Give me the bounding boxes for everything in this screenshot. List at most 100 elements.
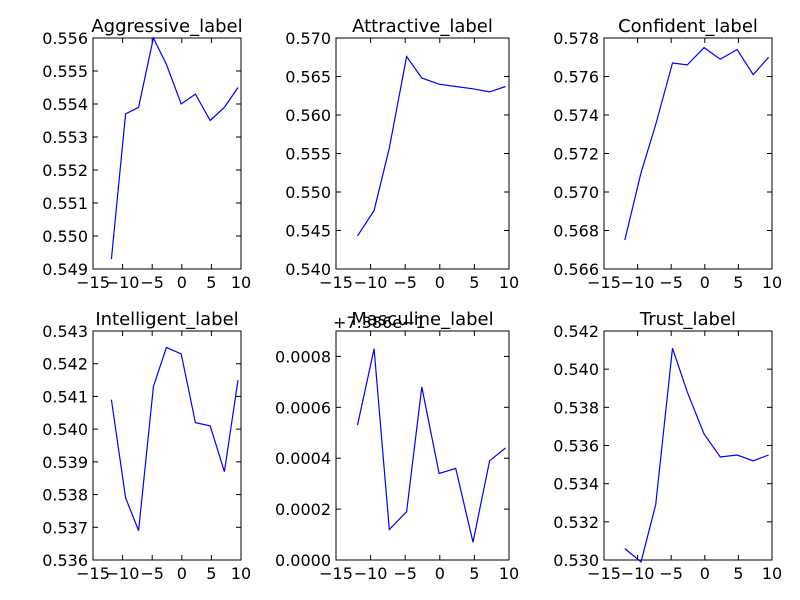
- y-tick-label: 0.572: [553, 145, 599, 164]
- y-tick-label: 0.574: [553, 106, 599, 125]
- y-tick-label: 0.540: [553, 360, 599, 379]
- subplot-4: −15−10 −5 0 5 10 0.536 0.537 0.538 0.539 0.540 0.5…: [42, 309, 251, 583]
- x-tick-label: 5: [469, 273, 479, 292]
- x-tick-label: −10: [354, 564, 388, 583]
- y-tick-label: 0.565: [285, 68, 331, 87]
- subplot-3: −15 −10 −5 0 5 10 0.566 0.568 0.570 0.572 0.574 0.5…: [553, 16, 782, 292]
- x-tick-label: 10: [762, 273, 782, 292]
- x-tick-label: −15: [587, 564, 621, 583]
- subplot-1: −15−10 −5 0 5 10 0.549 0.550 0.551 0.552 0.553 0.5…: [42, 16, 251, 292]
- x-tick-label: 10: [231, 273, 251, 292]
- x-tick-label: −15: [319, 273, 353, 292]
- y-tick-label: 0.554: [42, 95, 88, 114]
- y-tick-label: 0.551: [42, 194, 88, 213]
- y-tick-label: 0.550: [285, 183, 331, 202]
- y-tick-label: 0.0000: [275, 551, 331, 570]
- y-tick-label: 0.560: [285, 106, 331, 125]
- x-tick-label: 0: [700, 564, 710, 583]
- axes-frame: [92, 37, 242, 270]
- x-tick-label: 10: [762, 564, 782, 583]
- series-line: [356, 348, 506, 543]
- x-tick-label: −10: [106, 564, 140, 583]
- axes-frame: [92, 330, 242, 561]
- x-tick-label: 5: [469, 564, 479, 583]
- y-axis-offset-text: +7.386e−1: [333, 313, 426, 332]
- subplot-title: Confident_label: [618, 16, 758, 37]
- y-tick-label: 0.542: [553, 322, 599, 341]
- x-tick-label: −5: [140, 564, 164, 583]
- y-tick-label: 0.550: [42, 227, 88, 246]
- y-tick-label: 0.539: [42, 453, 88, 472]
- x-tick-label: 5: [206, 564, 216, 583]
- y-tick-label: 0.0006: [275, 398, 331, 417]
- x-tick-label: −15: [76, 564, 110, 583]
- y-tick-label: 0.570: [285, 29, 331, 48]
- y-tick-label: 0.570: [553, 183, 599, 202]
- x-tick-label: 5: [206, 273, 216, 292]
- y-tick-label: 0.545: [285, 222, 331, 241]
- x-tick-label: −10: [354, 273, 388, 292]
- axes-frame: [603, 330, 773, 561]
- y-tick-label: 0.549: [42, 260, 88, 279]
- y-tick-label: 0.0004: [275, 449, 331, 468]
- y-tick-label: 0.0002: [275, 500, 331, 519]
- y-tick-label: 0.566: [553, 260, 599, 279]
- subplot-title: Masculine_label: [351, 309, 493, 330]
- y-tick-label: 0.540: [285, 260, 331, 279]
- x-tick-label: −15: [587, 273, 621, 292]
- subplot-title: Aggressive_label: [91, 16, 242, 37]
- x-tick-label: 0: [700, 273, 710, 292]
- y-tick-label: 0.541: [42, 387, 88, 406]
- y-tick-label: 0.555: [42, 62, 88, 81]
- y-tick-label: 0.536: [553, 437, 599, 456]
- y-tick-label: 0.543: [42, 322, 88, 341]
- y-tick-label: 0.534: [553, 475, 599, 494]
- series-line: [110, 36, 239, 260]
- x-tick-label: 10: [231, 564, 251, 583]
- x-tick-label: −5: [659, 564, 683, 583]
- subplot-5: −15 −10 −5 0 5 10 0.0000 0.0002 0.0004 0.0006 0.00…: [275, 309, 519, 583]
- y-tick-label: 0.538: [42, 486, 88, 505]
- x-tick-label: −5: [393, 273, 417, 292]
- x-tick-label: −10: [621, 564, 655, 583]
- axes-frame: [603, 37, 773, 270]
- y-tick-label: 0.542: [42, 355, 88, 374]
- y-tick-label: 0.578: [553, 29, 599, 48]
- subplot-title: Attractive_label: [352, 16, 493, 37]
- y-tick-label: 0.538: [553, 398, 599, 417]
- axes-frame: [335, 330, 510, 561]
- y-tick-label: 0.0008: [275, 347, 331, 366]
- y-tick-label: 0.555: [285, 145, 331, 164]
- x-tick-label: −5: [659, 273, 683, 292]
- x-tick-label: 0: [435, 273, 445, 292]
- y-tick-label: 0.540: [42, 420, 88, 439]
- series-line: [624, 46, 770, 241]
- x-tick-label: 0: [177, 564, 187, 583]
- series-line: [624, 348, 769, 563]
- axes-frame: [335, 37, 510, 270]
- y-tick-label: 0.552: [42, 161, 88, 180]
- y-tick-label: 0.556: [42, 29, 88, 48]
- x-tick-label: 10: [499, 273, 519, 292]
- y-tick-label: 0.576: [553, 68, 599, 87]
- x-tick-label: 0: [435, 564, 445, 583]
- x-tick-label: −15: [319, 564, 353, 583]
- series-line: [110, 346, 239, 531]
- subplot-title: Intelligent_label: [95, 309, 238, 330]
- x-tick-label: −5: [393, 564, 417, 583]
- x-tick-label: 5: [733, 273, 743, 292]
- subplot-title: Trust_label: [639, 309, 736, 330]
- x-tick-label: −5: [140, 273, 164, 292]
- y-tick-label: 0.536: [42, 551, 88, 570]
- y-tick-label: 0.568: [553, 222, 599, 241]
- x-tick-label: −15: [76, 273, 110, 292]
- y-tick-label: 0.537: [42, 518, 88, 537]
- subplot-2: −15 −10 −5 0 5 10 0.540 0.545 0.550 0.555 0.560 0.5…: [285, 16, 519, 292]
- y-tick-label: 0.553: [42, 128, 88, 147]
- y-tick-label: 0.532: [553, 513, 599, 532]
- subplot-6: −15 −10 −5 0 5 10 0.530 0.532 0.534 0.536 0.538 0.5…: [553, 309, 782, 583]
- x-tick-label: −10: [106, 273, 140, 292]
- series-line: [356, 54, 506, 237]
- x-tick-label: 10: [499, 564, 519, 583]
- y-tick-label: 0.530: [553, 551, 599, 570]
